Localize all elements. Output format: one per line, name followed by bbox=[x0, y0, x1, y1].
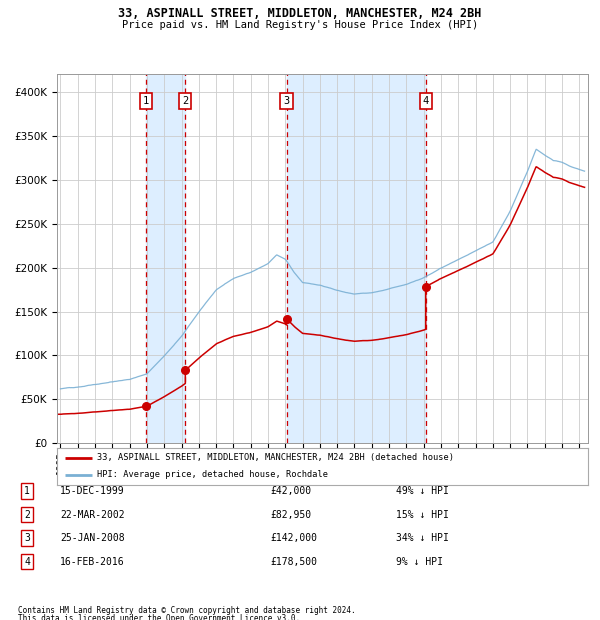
Text: £42,000: £42,000 bbox=[270, 486, 311, 496]
Text: 25-JAN-2008: 25-JAN-2008 bbox=[60, 533, 125, 543]
Text: 33, ASPINALL STREET, MIDDLETON, MANCHESTER, M24 2BH: 33, ASPINALL STREET, MIDDLETON, MANCHEST… bbox=[118, 7, 482, 20]
Text: 3: 3 bbox=[24, 533, 30, 543]
Text: 9% ↓ HPI: 9% ↓ HPI bbox=[396, 557, 443, 567]
Text: 49% ↓ HPI: 49% ↓ HPI bbox=[396, 486, 449, 496]
Text: HPI: Average price, detached house, Rochdale: HPI: Average price, detached house, Roch… bbox=[97, 471, 328, 479]
Text: 4: 4 bbox=[422, 95, 429, 106]
Text: 2: 2 bbox=[182, 95, 188, 106]
Text: This data is licensed under the Open Government Licence v3.0.: This data is licensed under the Open Gov… bbox=[18, 614, 300, 620]
Text: 3: 3 bbox=[283, 95, 290, 106]
Text: Price paid vs. HM Land Registry's House Price Index (HPI): Price paid vs. HM Land Registry's House … bbox=[122, 20, 478, 30]
Text: 15% ↓ HPI: 15% ↓ HPI bbox=[396, 510, 449, 520]
Text: 2: 2 bbox=[24, 510, 30, 520]
Text: 15-DEC-1999: 15-DEC-1999 bbox=[60, 486, 125, 496]
Text: 34% ↓ HPI: 34% ↓ HPI bbox=[396, 533, 449, 543]
Text: 1: 1 bbox=[143, 95, 149, 106]
Text: 33, ASPINALL STREET, MIDDLETON, MANCHESTER, M24 2BH (detached house): 33, ASPINALL STREET, MIDDLETON, MANCHEST… bbox=[97, 453, 454, 462]
Text: 22-MAR-2002: 22-MAR-2002 bbox=[60, 510, 125, 520]
Text: 1: 1 bbox=[24, 486, 30, 496]
Text: £142,000: £142,000 bbox=[270, 533, 317, 543]
Text: 4: 4 bbox=[24, 557, 30, 567]
Text: Contains HM Land Registry data © Crown copyright and database right 2024.: Contains HM Land Registry data © Crown c… bbox=[18, 606, 356, 616]
Text: 16-FEB-2016: 16-FEB-2016 bbox=[60, 557, 125, 567]
Text: £82,950: £82,950 bbox=[270, 510, 311, 520]
Bar bbox=[146, 74, 185, 443]
Bar bbox=[287, 74, 426, 443]
Text: £178,500: £178,500 bbox=[270, 557, 317, 567]
